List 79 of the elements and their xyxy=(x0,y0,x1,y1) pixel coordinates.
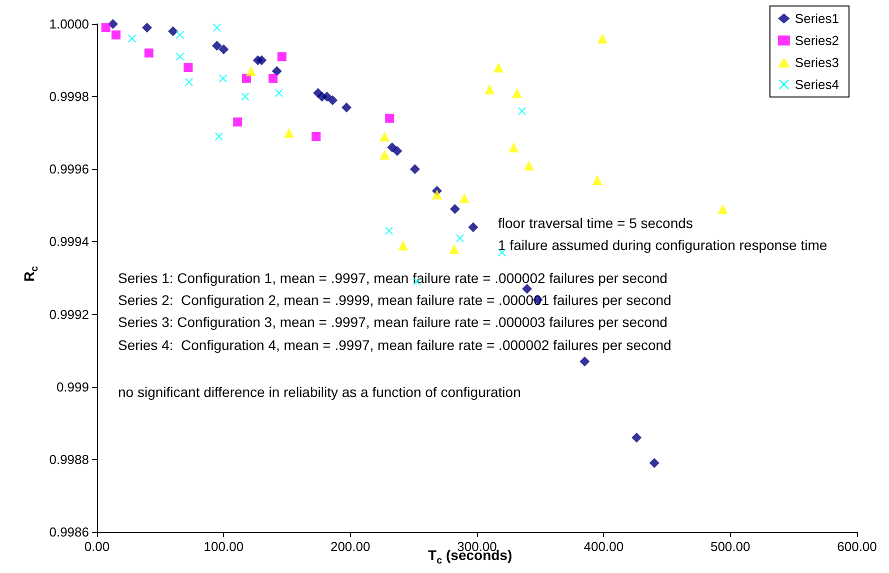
point xyxy=(456,234,464,242)
y-tick-label: 0.9992 xyxy=(49,306,89,322)
annotation: floor traversal time = 5 seconds xyxy=(498,215,693,231)
point xyxy=(144,48,154,58)
x-tick-label: 400.00 xyxy=(584,539,624,554)
point xyxy=(176,52,184,61)
point xyxy=(212,24,221,32)
point xyxy=(384,226,393,235)
point xyxy=(233,117,242,126)
point xyxy=(522,284,532,294)
point xyxy=(176,30,184,39)
point xyxy=(312,132,321,141)
point xyxy=(392,146,402,156)
x-tick-label: 600.00 xyxy=(837,539,877,554)
point xyxy=(256,55,267,66)
point xyxy=(246,66,256,76)
x-tick-label: 100.00 xyxy=(204,539,244,554)
point xyxy=(275,88,284,97)
point xyxy=(284,128,294,138)
point xyxy=(432,190,442,200)
point xyxy=(718,204,728,214)
annotation: no significant difference in reliability as a function of configuration xyxy=(118,384,521,400)
point xyxy=(450,204,460,214)
legend-label: Series1 xyxy=(794,11,839,26)
point xyxy=(524,160,534,171)
annotation: Series 3: Configuration 3, mean = .9997, mean failure rate = .000003 failures per second xyxy=(118,314,668,330)
legend-label: Series3 xyxy=(794,55,839,70)
point xyxy=(649,458,660,468)
point xyxy=(342,102,352,112)
point xyxy=(184,78,193,86)
annotation: Series 1: Configuration 1, mean = .9997, mean failure rate = .000002 failures per second xyxy=(118,270,668,286)
point xyxy=(580,356,590,366)
point xyxy=(212,40,222,51)
y-axis-title: Rc xyxy=(21,266,40,282)
point xyxy=(380,131,390,142)
point xyxy=(112,30,120,40)
legend-label: Series2 xyxy=(794,33,839,48)
point xyxy=(592,175,602,186)
point xyxy=(512,88,522,98)
point xyxy=(328,95,338,106)
point xyxy=(142,22,152,33)
point xyxy=(508,142,519,152)
point xyxy=(385,114,394,123)
point xyxy=(494,62,504,73)
point xyxy=(632,432,642,443)
point xyxy=(449,244,460,254)
point xyxy=(468,222,478,232)
point xyxy=(398,240,408,250)
point xyxy=(277,52,286,62)
point xyxy=(268,74,278,83)
point xyxy=(184,63,193,72)
point xyxy=(218,44,229,54)
point xyxy=(518,107,526,116)
y-tick-label: 0.9994 xyxy=(49,234,89,250)
y-tick-label: 0.999 xyxy=(56,379,89,394)
point xyxy=(272,66,282,76)
y-tick-label: 0.9988 xyxy=(49,452,89,467)
x-tick-label: 500.00 xyxy=(710,539,750,554)
point xyxy=(168,26,178,36)
point xyxy=(128,34,136,43)
legend-label: Series4 xyxy=(794,77,839,92)
x-tick-label: 0.00 xyxy=(84,539,110,554)
point xyxy=(459,193,470,204)
y-tick-label: 0.9998 xyxy=(49,89,89,104)
annotation: 1 failure assumed during configuration response time xyxy=(498,237,828,253)
point xyxy=(214,132,223,140)
point xyxy=(597,34,608,44)
point xyxy=(219,74,228,82)
point xyxy=(241,92,250,101)
y-tick-label: 0.9996 xyxy=(49,162,89,177)
x-tick-label: 200.00 xyxy=(330,539,370,554)
annotation: Series 4: Configuration 4, mean = .9997, mean failure rate = .000002 failures per second xyxy=(118,337,672,353)
point xyxy=(484,84,495,94)
point xyxy=(101,23,110,32)
point xyxy=(410,164,420,174)
point xyxy=(322,92,332,102)
y-tick-label: 0.9986 xyxy=(49,524,89,540)
y-tick-label: 1.0000 xyxy=(49,16,89,32)
point xyxy=(380,150,390,160)
